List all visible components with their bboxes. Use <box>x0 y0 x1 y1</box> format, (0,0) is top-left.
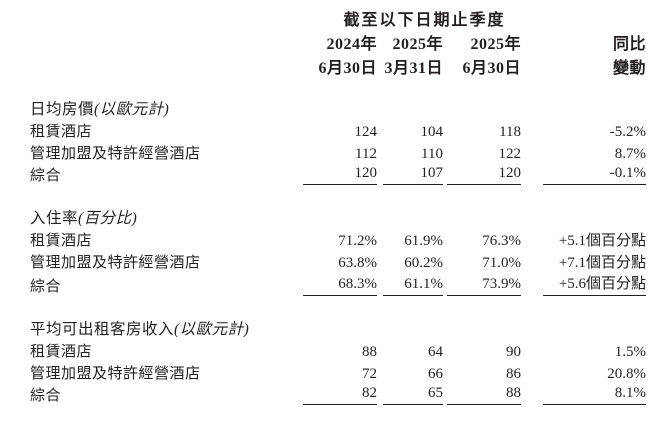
spacer <box>30 296 646 316</box>
value-cell: 73.9% <box>443 272 522 296</box>
row-label: 租賃酒店 <box>30 233 93 249</box>
section-title-note: (以歐元計) <box>174 321 250 338</box>
underlined-value: 82 <box>303 385 377 405</box>
underlined-value: -0.1% <box>543 165 647 185</box>
col-header-2025-6-30-year: 2025年 <box>470 36 522 53</box>
section-title-note: (百分比) <box>78 210 138 227</box>
spacer <box>30 78 646 96</box>
underlined-value: 107 <box>383 165 443 185</box>
underlined-value: 8.1% <box>543 385 647 405</box>
section-title-text: 平均可出租客房收入 <box>30 321 175 338</box>
col-header-2025-6-30-date: 6月30日 <box>462 60 522 77</box>
value-cell: 71.0% <box>482 255 522 271</box>
spacer <box>30 185 646 205</box>
section-title-text: 入住率 <box>30 210 79 227</box>
col-header-yoy-line1: 同比 <box>613 36 647 53</box>
value-cell: 60.2% <box>404 255 443 271</box>
underlined-value: 68.3% <box>303 276 377 296</box>
table-row-total: 綜合 68.3% 61.1% 73.9% +5.6個百分點 <box>30 272 647 296</box>
value-cell: 68.3% <box>270 272 377 296</box>
value-cell: 63.8% <box>338 255 377 271</box>
table-row: 管理加盟及特許經營酒店 112 110 122 8.7% <box>30 141 646 163</box>
underlined-value: 73.9% <box>447 276 522 296</box>
section-title-note: (以歐元計) <box>94 101 170 118</box>
section-title-occupancy: 入住率(百分比) <box>30 205 646 228</box>
row-label: 綜合 <box>30 168 62 184</box>
value-cell: 20.8% <box>607 366 647 382</box>
value-cell: 122 <box>498 146 522 162</box>
underlined-value: +5.6個百分點 <box>543 272 647 296</box>
value-cell: +5.6個百分點 <box>521 272 647 296</box>
value-cell: 90 <box>506 344 522 360</box>
row-label: 租賃酒店 <box>30 344 93 360</box>
table-row-total: 綜合 120 107 120 -0.1% <box>30 163 647 185</box>
table-row: 租賃酒店 88 64 90 1.5% <box>30 339 646 361</box>
col-header-yoy-line2: 變動 <box>613 60 647 77</box>
value-cell: 61.9% <box>404 233 443 249</box>
underlined-value: 120 <box>303 165 377 185</box>
value-cell: 76.3% <box>482 233 522 249</box>
section-title-adr: 日均房價(以歐元計) <box>30 96 646 119</box>
value-cell: 71.2% <box>338 233 377 249</box>
value-cell: 104 <box>420 124 444 140</box>
value-cell: 1.5% <box>614 344 647 360</box>
value-cell: 88 <box>362 344 377 360</box>
quarterly-metrics-table: 截至以下日期止季度 2024年 2025年 2025年 同比 6月30日 3月3… <box>30 6 647 405</box>
row-label: 綜合 <box>30 279 62 295</box>
value-cell: 118 <box>499 124 522 140</box>
value-cell: 120 <box>270 163 377 185</box>
table-row: 租賃酒店 124 104 118 -5.2% <box>30 119 646 141</box>
value-cell: 64 <box>428 344 443 360</box>
value-cell: 88 <box>443 383 522 405</box>
table-row: 管理加盟及特許經營酒店 72 66 86 20.8% <box>30 361 646 383</box>
value-cell: 65 <box>377 383 443 405</box>
row-label: 管理加盟及特許經營酒店 <box>30 146 201 162</box>
value-cell: 66 <box>428 366 443 382</box>
section-title-revpar: 平均可出租客房收入(以歐元計) <box>30 316 646 339</box>
underlined-value: 120 <box>447 165 522 185</box>
header-spacer-cell <box>30 54 270 78</box>
row-label: 綜合 <box>30 388 62 404</box>
value-cell: 72 <box>362 366 377 382</box>
underlined-value: 61.1% <box>383 276 443 296</box>
value-cell: +5.1個百分點 <box>558 233 647 249</box>
row-label: 管理加盟及特許經營酒店 <box>30 366 201 382</box>
underlined-value: 65 <box>383 385 443 405</box>
underlined-value: 88 <box>447 385 522 405</box>
value-cell: 110 <box>421 146 443 162</box>
col-header-2024-6-30-year: 2024年 <box>326 36 377 53</box>
value-cell: +7.1個百分點 <box>558 255 647 271</box>
header-spacer-cell <box>521 6 646 30</box>
table-row: 管理加盟及特許經營酒店 63.8% 60.2% 71.0% +7.1個百分點 <box>30 250 646 272</box>
value-cell: -5.2% <box>609 124 647 140</box>
value-cell: 8.7% <box>614 146 647 162</box>
period-span-header: 截至以下日期止季度 <box>343 12 506 29</box>
value-cell: 107 <box>377 163 443 185</box>
value-cell: 124 <box>354 124 378 140</box>
col-header-2025-3-31-year: 2025年 <box>392 36 443 53</box>
header-spacer-cell <box>30 30 270 54</box>
value-cell: 8.1% <box>521 383 647 405</box>
header-spacer-cell <box>30 6 270 30</box>
table-row-total: 綜合 82 65 88 8.1% <box>30 383 647 405</box>
table-row: 租賃酒店 71.2% 61.9% 76.3% +5.1個百分點 <box>30 228 646 250</box>
value-cell: 82 <box>270 383 377 405</box>
value-cell: 112 <box>355 146 377 162</box>
value-cell: 61.1% <box>377 272 443 296</box>
section-title-text: 日均房價 <box>30 101 95 118</box>
value-cell: -0.1% <box>521 163 647 185</box>
row-label: 租賃酒店 <box>30 124 93 140</box>
col-header-2024-6-30-date: 6月30日 <box>318 60 377 77</box>
value-cell: 120 <box>443 163 522 185</box>
value-cell: 86 <box>506 366 522 382</box>
col-header-2025-3-31-date: 3月31日 <box>384 60 443 77</box>
row-label: 管理加盟及特許經營酒店 <box>30 255 201 271</box>
